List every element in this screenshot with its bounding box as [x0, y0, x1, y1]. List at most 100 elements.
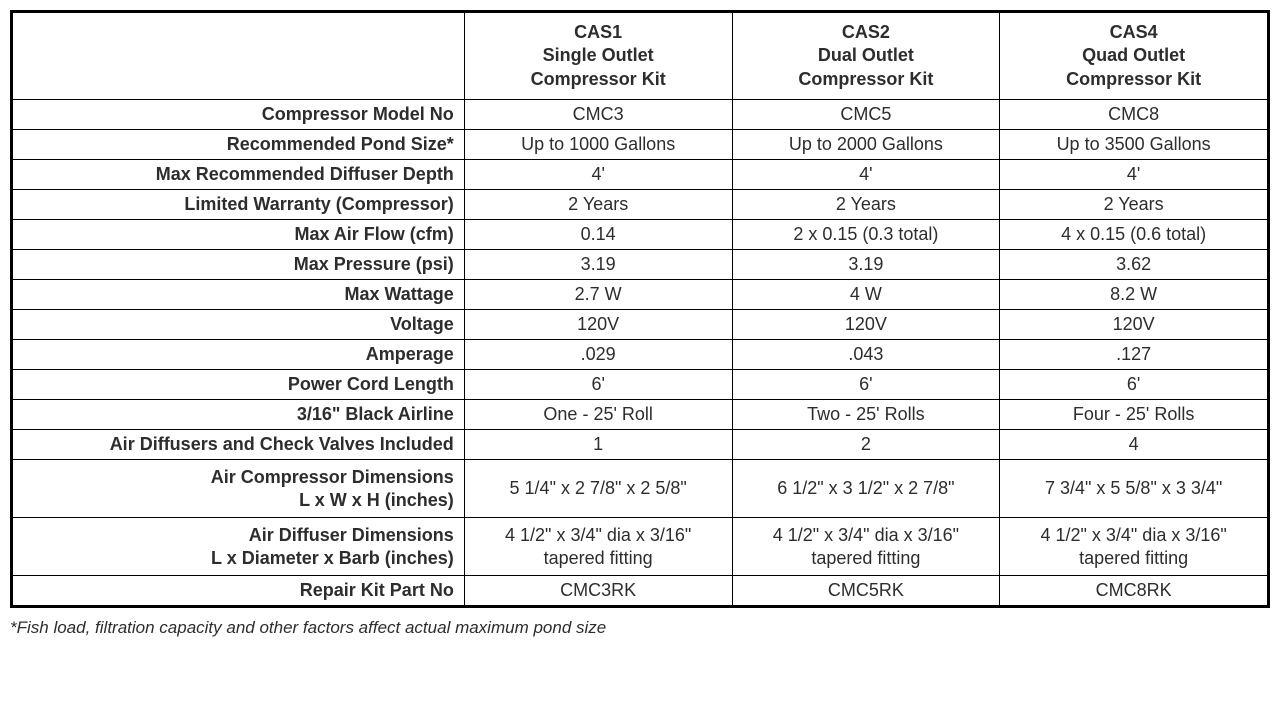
row-label: Max Recommended Diffuser Depth: [12, 160, 465, 190]
data-cell: 5 1/4" x 2 7/8" x 2 5/8": [464, 460, 732, 518]
data-cell: 8.2 W: [1000, 280, 1269, 310]
table-row: Air Compressor Dimensions L x W x H (inc…: [12, 460, 1269, 518]
data-cell: CMC5: [732, 100, 1000, 130]
row-label: Recommended Pond Size*: [12, 130, 465, 160]
data-cell: 4 1/2" x 3/4" dia x 3/16" tapered fittin…: [732, 518, 1000, 576]
data-cell: 2 Years: [464, 190, 732, 220]
data-cell: Up to 3500 Gallons: [1000, 130, 1269, 160]
data-cell: 3.19: [464, 250, 732, 280]
data-cell: 3.62: [1000, 250, 1269, 280]
footnote-text: *Fish load, filtration capacity and othe…: [10, 618, 1270, 638]
data-cell: .029: [464, 340, 732, 370]
data-cell: 2: [732, 430, 1000, 460]
data-cell: Four - 25' Rolls: [1000, 400, 1269, 430]
data-cell: 6': [1000, 370, 1269, 400]
row-label: Air Compressor Dimensions L x W x H (inc…: [12, 460, 465, 518]
data-cell: 4 x 0.15 (0.6 total): [1000, 220, 1269, 250]
data-cell: 4': [464, 160, 732, 190]
cell-line1: 4 1/2" x 3/4" dia x 3/16": [505, 525, 691, 545]
data-cell: 120V: [464, 310, 732, 340]
data-cell: 120V: [1000, 310, 1269, 340]
data-cell: 4': [1000, 160, 1269, 190]
data-cell: Up to 1000 Gallons: [464, 130, 732, 160]
data-cell: 3.19: [732, 250, 1000, 280]
data-cell: 0.14: [464, 220, 732, 250]
table-row: Max Air Flow (cfm) 0.14 2 x 0.15 (0.3 to…: [12, 220, 1269, 250]
data-cell: CMC8: [1000, 100, 1269, 130]
table-row: 3/16" Black Airline One - 25' Roll Two -…: [12, 400, 1269, 430]
col-title-line3: Compressor Kit: [531, 69, 666, 89]
data-cell: Up to 2000 Gallons: [732, 130, 1000, 160]
row-label: Voltage: [12, 310, 465, 340]
table-row: Compressor Model No CMC3 CMC5 CMC8: [12, 100, 1269, 130]
cell-line1: 4 1/2" x 3/4" dia x 3/16": [773, 525, 959, 545]
table-row: Max Pressure (psi) 3.19 3.19 3.62: [12, 250, 1269, 280]
row-label: Compressor Model No: [12, 100, 465, 130]
spec-table: CAS1 Single Outlet Compressor Kit CAS2 D…: [10, 10, 1270, 608]
data-cell: 2 x 0.15 (0.3 total): [732, 220, 1000, 250]
table-row: Air Diffuser Dimensions L x Diameter x B…: [12, 518, 1269, 576]
data-cell: 2.7 W: [464, 280, 732, 310]
col-title-line1: CAS2: [842, 22, 890, 42]
row-label: Air Diffuser Dimensions L x Diameter x B…: [12, 518, 465, 576]
data-cell: 6': [464, 370, 732, 400]
row-label: Max Air Flow (cfm): [12, 220, 465, 250]
data-cell: 1: [464, 430, 732, 460]
table-header-row: CAS1 Single Outlet Compressor Kit CAS2 D…: [12, 12, 1269, 100]
table-row: Air Diffusers and Check Valves Included …: [12, 430, 1269, 460]
data-cell: 6 1/2" x 3 1/2" x 2 7/8": [732, 460, 1000, 518]
row-label-line1: Air Compressor Dimensions: [211, 467, 454, 487]
table-row: Amperage .029 .043 .127: [12, 340, 1269, 370]
table-row: Repair Kit Part No CMC3RK CMC5RK CMC8RK: [12, 576, 1269, 607]
cell-line2: tapered fitting: [544, 548, 653, 568]
row-label: Amperage: [12, 340, 465, 370]
row-label-line2: L x Diameter x Barb (inches): [211, 548, 454, 568]
row-label-line1: Air Diffuser Dimensions: [249, 525, 454, 545]
data-cell: 6': [732, 370, 1000, 400]
data-cell: CMC3: [464, 100, 732, 130]
data-cell: One - 25' Roll: [464, 400, 732, 430]
cell-line2: tapered fitting: [1079, 548, 1188, 568]
table-row: Voltage 120V 120V 120V: [12, 310, 1269, 340]
col-title-line2: Quad Outlet: [1082, 45, 1185, 65]
data-cell: 4 W: [732, 280, 1000, 310]
row-label-line2: L x W x H (inches): [299, 490, 454, 510]
data-cell: .043: [732, 340, 1000, 370]
col-title-line3: Compressor Kit: [798, 69, 933, 89]
table-row: Power Cord Length 6' 6' 6': [12, 370, 1269, 400]
data-cell: 4: [1000, 430, 1269, 460]
row-label: Max Pressure (psi): [12, 250, 465, 280]
col-title-line1: CAS4: [1110, 22, 1158, 42]
column-header-cas4: CAS4 Quad Outlet Compressor Kit: [1000, 12, 1269, 100]
col-title-line2: Dual Outlet: [818, 45, 914, 65]
row-label: 3/16" Black Airline: [12, 400, 465, 430]
data-cell: 4 1/2" x 3/4" dia x 3/16" tapered fittin…: [464, 518, 732, 576]
col-title-line3: Compressor Kit: [1066, 69, 1201, 89]
cell-line2: tapered fitting: [811, 548, 920, 568]
data-cell: .127: [1000, 340, 1269, 370]
row-label: Limited Warranty (Compressor): [12, 190, 465, 220]
data-cell: 4': [732, 160, 1000, 190]
table-row: Recommended Pond Size* Up to 1000 Gallon…: [12, 130, 1269, 160]
table-row: Limited Warranty (Compressor) 2 Years 2 …: [12, 190, 1269, 220]
header-blank-cell: [12, 12, 465, 100]
row-label: Power Cord Length: [12, 370, 465, 400]
col-title-line1: CAS1: [574, 22, 622, 42]
data-cell: CMC5RK: [732, 576, 1000, 607]
row-label: Air Diffusers and Check Valves Included: [12, 430, 465, 460]
data-cell: 7 3/4" x 5 5/8" x 3 3/4": [1000, 460, 1269, 518]
table-row: Max Wattage 2.7 W 4 W 8.2 W: [12, 280, 1269, 310]
col-title-line2: Single Outlet: [543, 45, 654, 65]
data-cell: CMC8RK: [1000, 576, 1269, 607]
data-cell: 2 Years: [1000, 190, 1269, 220]
cell-line1: 4 1/2" x 3/4" dia x 3/16": [1040, 525, 1226, 545]
row-label: Repair Kit Part No: [12, 576, 465, 607]
column-header-cas1: CAS1 Single Outlet Compressor Kit: [464, 12, 732, 100]
table-row: Max Recommended Diffuser Depth 4' 4' 4': [12, 160, 1269, 190]
data-cell: Two - 25' Rolls: [732, 400, 1000, 430]
data-cell: 2 Years: [732, 190, 1000, 220]
row-label: Max Wattage: [12, 280, 465, 310]
column-header-cas2: CAS2 Dual Outlet Compressor Kit: [732, 12, 1000, 100]
data-cell: 120V: [732, 310, 1000, 340]
spec-table-container: CAS1 Single Outlet Compressor Kit CAS2 D…: [10, 10, 1270, 638]
